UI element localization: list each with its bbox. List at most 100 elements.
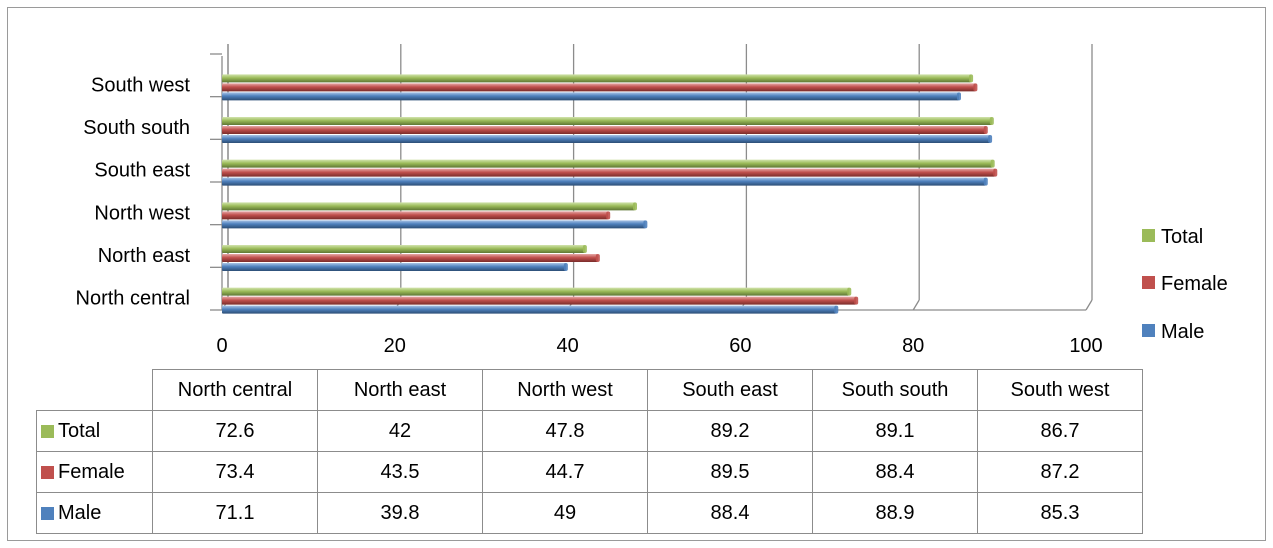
row-label-text: Female [58, 460, 125, 483]
bar-total-south-east [222, 159, 993, 168]
table-cell: 89.1 [812, 410, 978, 452]
bar-male-north-central [222, 305, 837, 314]
legend: Total Female Male [1142, 226, 1228, 343]
legend-key-total [41, 424, 54, 438]
table-cell: 43.5 [317, 451, 483, 493]
x-tick-label-80: 80 [902, 335, 924, 357]
bar-cap-female-south-east [993, 168, 998, 177]
chart-bars [222, 74, 998, 314]
x-tick-label-60: 60 [729, 335, 751, 357]
bar-cap-male-south-west [956, 92, 961, 101]
table-cell: 86.7 [977, 410, 1143, 452]
category-label-south-west: South west [91, 74, 190, 96]
floor-tick [1085, 299, 1093, 311]
legend-key-female [41, 465, 54, 479]
table-cell: 47.8 [482, 410, 648, 452]
table-cell: 85.3 [977, 492, 1143, 534]
x-tick-labels: 0 20 40 60 80 100 [216, 335, 1102, 357]
legend-label-total: Total [1161, 226, 1203, 248]
table-corner [36, 369, 153, 411]
bar-total-north-central [222, 287, 850, 296]
bar-cap-male-north-east [563, 263, 568, 271]
bar-cap-total-north-east [582, 245, 587, 253]
bar-male-north-east [222, 263, 566, 271]
bar-cap-total-north-west [632, 202, 637, 211]
table-header-row: North central North east North west Sout… [36, 369, 1143, 411]
table-row-label-total: Total [36, 410, 153, 452]
bar-total-north-east [222, 245, 585, 253]
table-cell: 89.2 [647, 410, 813, 452]
table-header-south-south: South south [812, 369, 978, 411]
bar-female-north-east [222, 254, 598, 262]
category-label-south-south: South south [83, 117, 190, 139]
table-header-south-east: South east [647, 369, 813, 411]
table-cell: 44.7 [482, 451, 648, 493]
bar-cap-female-north-central [854, 296, 859, 305]
x-tick-label-20: 20 [384, 335, 406, 357]
bar-cap-male-south-east [983, 177, 988, 186]
table-cell: 39.8 [317, 492, 483, 534]
category-label-north-central: North central [76, 288, 191, 310]
row-label-text: Male [58, 501, 102, 524]
category-label-north-east: North east [98, 245, 191, 267]
table-cell: 71.1 [152, 492, 318, 534]
bar-total-south-west [222, 74, 972, 83]
x-tick-label-40: 40 [556, 335, 578, 357]
bar-male-south-east [222, 177, 986, 186]
table-header-north-central: North central [152, 369, 318, 411]
table-cell: 88.4 [647, 492, 813, 534]
bar-cap-total-south-south [989, 117, 994, 125]
table-row-label-female: Female [36, 451, 153, 493]
bar-male-south-south [222, 135, 991, 143]
bar-cap-male-north-central [834, 305, 839, 314]
bar-cap-total-south-east [990, 159, 995, 168]
bar-male-south-west [222, 92, 959, 101]
table-cell: 72.6 [152, 410, 318, 452]
bar-cap-total-south-west [969, 74, 974, 83]
bar-cap-female-north-east [595, 254, 600, 262]
table-cell: 87.2 [977, 451, 1143, 493]
category-label-south-east: South east [94, 160, 190, 182]
table-cell: 42 [317, 410, 483, 452]
table-row-female: Female 73.4 43.5 44.7 89.5 88.4 87.2 [36, 451, 1143, 493]
table-cell: 73.4 [152, 451, 318, 493]
table-header-north-east: North east [317, 369, 483, 411]
x-tick-label-100: 100 [1069, 335, 1102, 357]
x-tick-label-0: 0 [216, 335, 227, 357]
bar-female-north-central [222, 296, 857, 305]
bar-female-south-west [222, 83, 976, 92]
bar-male-north-west [222, 220, 646, 229]
table-cell: 49 [482, 492, 648, 534]
table-row-male: Male 71.1 39.8 49 88.4 88.9 85.3 [36, 492, 1143, 534]
category-label-north-west: North west [94, 202, 190, 224]
legend-key-male [41, 506, 54, 520]
table-cell: 89.5 [647, 451, 813, 493]
legend-label-male: Male [1161, 321, 1204, 343]
bar-total-north-west [222, 202, 635, 211]
table-cell: 88.9 [812, 492, 978, 534]
bar-total-south-south [222, 117, 992, 125]
table-header-north-west: North west [482, 369, 648, 411]
table-cell: 88.4 [812, 451, 978, 493]
legend-swatch-total [1142, 229, 1155, 242]
table-row-label-male: Male [36, 492, 153, 534]
bar-cap-male-north-west [643, 220, 648, 229]
data-table: North central North east North west Sout… [36, 369, 1143, 534]
bar-female-north-west [222, 211, 609, 220]
table-row-total: Total 72.6 42 47.8 89.2 89.1 86.7 [36, 410, 1143, 452]
bar-cap-female-north-west [606, 211, 611, 220]
legend-label-female: Female [1161, 273, 1228, 295]
bar-cap-female-south-south [983, 126, 988, 134]
bar-cap-male-south-south [988, 135, 993, 143]
bar-cap-female-south-west [973, 83, 978, 92]
legend-swatch-female [1142, 276, 1155, 289]
legend-swatch-male [1142, 324, 1155, 337]
category-labels: North central North east North west South e… [76, 74, 191, 309]
table-header-south-west: South west [977, 369, 1143, 411]
bar-cap-total-north-central [847, 287, 852, 296]
floor-tick [912, 299, 920, 311]
bar-female-south-east [222, 168, 996, 177]
bar-female-south-south [222, 126, 986, 134]
row-label-text: Total [58, 419, 101, 442]
